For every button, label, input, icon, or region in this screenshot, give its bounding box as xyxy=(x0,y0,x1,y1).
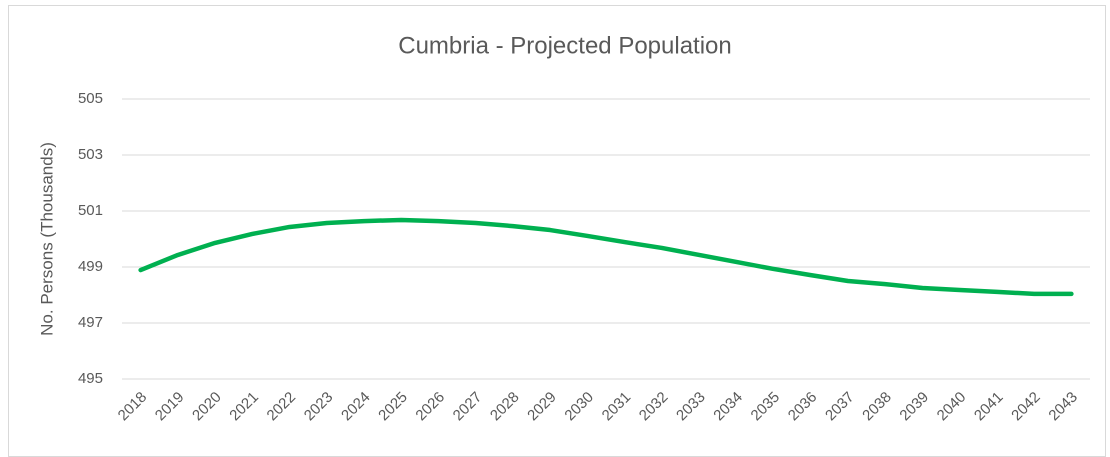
y-tick-label: 505 xyxy=(78,90,103,107)
y-tick-label: 497 xyxy=(78,314,103,331)
y-tick-label: 503 xyxy=(78,146,103,163)
y-tick-label: 499 xyxy=(78,258,103,275)
y-tick-label: 501 xyxy=(78,202,103,219)
y-tick-label: 495 xyxy=(78,370,103,387)
data-line xyxy=(138,217,1074,297)
y-axis-label: No. Persons (Thousands) xyxy=(37,142,56,336)
chart-title: Cumbria - Projected Population xyxy=(398,32,732,59)
